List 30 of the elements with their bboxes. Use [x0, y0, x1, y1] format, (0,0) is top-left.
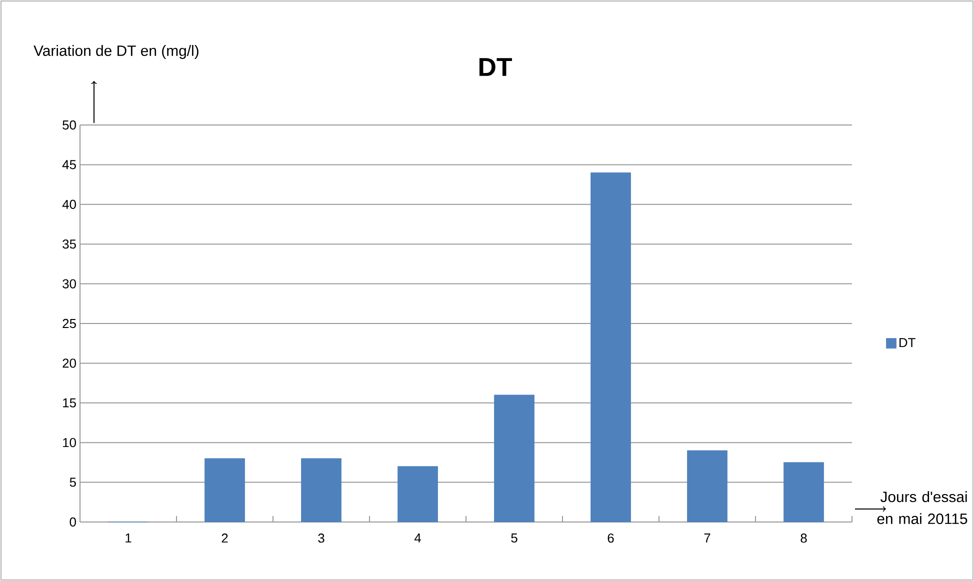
- bar: [301, 458, 342, 522]
- x-tick-label: 4: [414, 534, 421, 542]
- x-tick-label: 3: [318, 534, 324, 543]
- bar: [590, 172, 631, 522]
- x-tick-label: 8: [800, 534, 807, 543]
- y-tick-label: 50: [62, 120, 76, 130]
- x-tick-label: 2: [222, 534, 228, 543]
- y-tick-label: 45: [62, 160, 76, 170]
- y-tick-label: 40: [62, 200, 76, 209]
- y-tick-label: 5: [70, 478, 76, 487]
- y-tick-label: 35: [62, 240, 76, 249]
- y-tick-label: 20: [62, 358, 76, 368]
- x-axis-title: Jours d'essai en mai 20115: [877, 491, 968, 524]
- bar: [784, 462, 824, 522]
- y-tick-label: 30: [62, 279, 76, 288]
- y-tick-label: 25: [62, 318, 76, 328]
- bar: [204, 458, 245, 522]
- x-tick-label: 5: [511, 534, 518, 543]
- y-tick-label: 10: [63, 438, 76, 448]
- chart-title: DT: [479, 58, 512, 76]
- x-tick-label: 1: [126, 534, 132, 542]
- bar: [687, 450, 728, 522]
- bar: [494, 394, 534, 522]
- bar: [398, 466, 438, 522]
- x-tick-label: 6: [608, 534, 614, 543]
- y-tick-label: 15: [63, 398, 76, 408]
- y-tick-label: 0: [70, 517, 76, 527]
- y-axis-title: Variation de DT en (mg/l): [34, 45, 198, 59]
- legend-label: DT: [900, 338, 916, 348]
- x-tick-label: 7: [704, 534, 710, 542]
